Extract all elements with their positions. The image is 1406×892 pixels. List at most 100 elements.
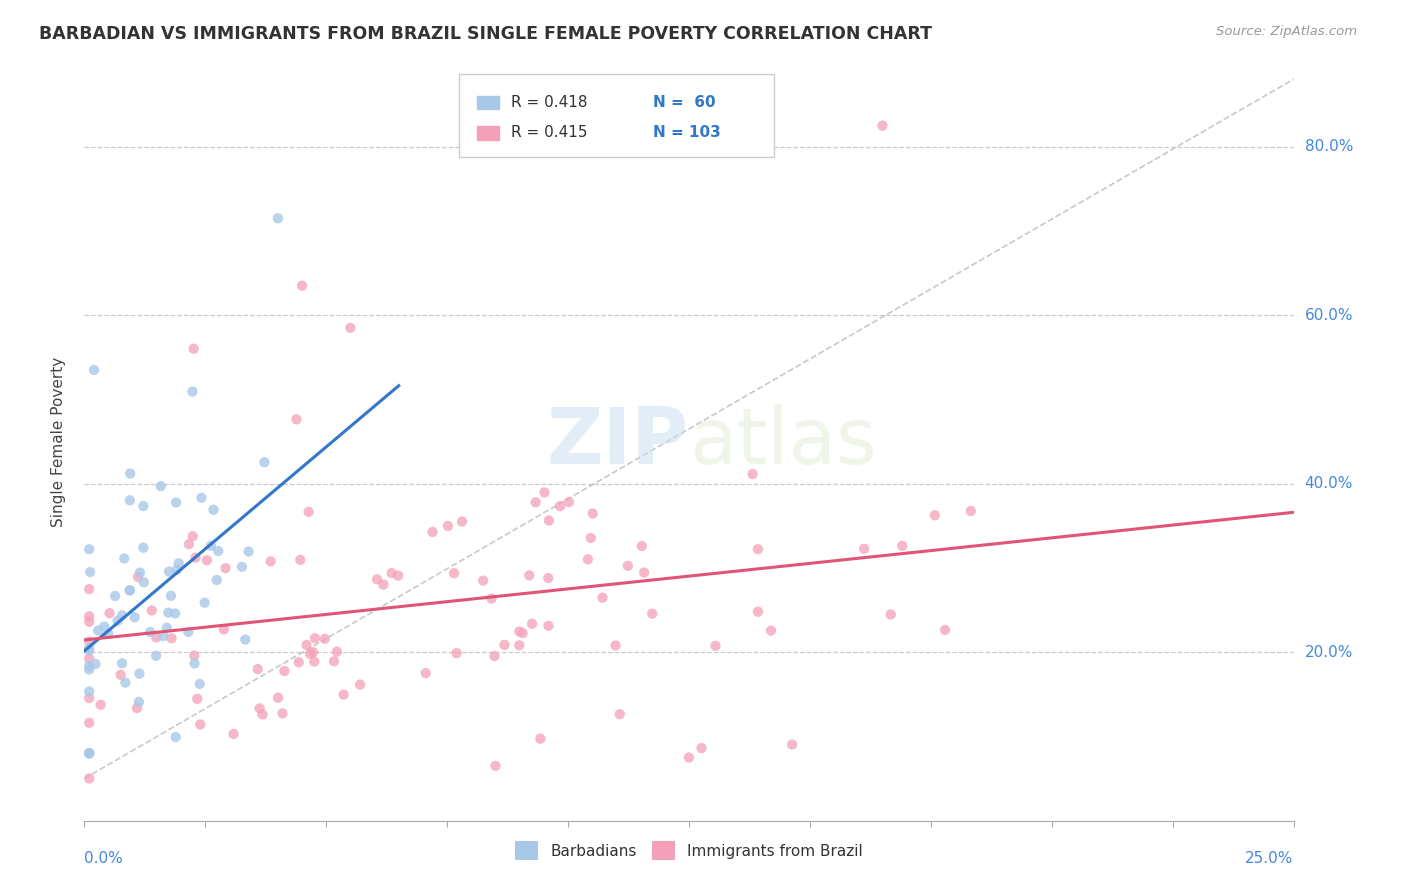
Point xyxy=(387,568,409,582)
Point xyxy=(934,623,956,637)
Point xyxy=(508,638,530,652)
Point xyxy=(443,566,465,581)
Point xyxy=(128,695,150,709)
Point xyxy=(415,666,437,681)
Point xyxy=(481,591,503,606)
Point xyxy=(118,583,141,598)
Point xyxy=(77,615,100,629)
Point xyxy=(132,575,155,590)
Point xyxy=(617,558,640,573)
Point xyxy=(128,666,150,681)
Point xyxy=(77,582,100,596)
Point xyxy=(205,573,228,587)
Point xyxy=(537,619,560,633)
Point xyxy=(537,571,560,585)
Point xyxy=(77,746,100,760)
Text: Source: ZipAtlas.com: Source: ZipAtlas.com xyxy=(1216,25,1357,38)
Point xyxy=(167,556,190,570)
Point xyxy=(891,539,914,553)
Point xyxy=(77,652,100,666)
Point xyxy=(145,631,167,645)
Point xyxy=(582,507,605,521)
Point xyxy=(524,495,547,509)
Text: 25.0%: 25.0% xyxy=(1246,851,1294,866)
Point xyxy=(84,657,107,671)
Point xyxy=(494,638,516,652)
Point xyxy=(349,677,371,691)
Point xyxy=(273,664,295,678)
Point xyxy=(200,539,222,553)
Point xyxy=(157,606,180,620)
Point xyxy=(323,654,346,668)
Point xyxy=(181,529,204,543)
Text: atlas: atlas xyxy=(689,403,876,480)
Point xyxy=(959,504,981,518)
Point xyxy=(291,278,314,293)
Point xyxy=(177,537,200,551)
Point xyxy=(295,638,318,652)
Point xyxy=(267,690,290,705)
Point xyxy=(508,624,530,639)
Text: 40.0%: 40.0% xyxy=(1305,476,1353,491)
Point xyxy=(212,623,235,637)
Point xyxy=(472,574,495,588)
Point xyxy=(104,589,127,603)
Point xyxy=(253,455,276,469)
Point xyxy=(157,565,180,579)
Point xyxy=(125,701,148,715)
Point xyxy=(222,727,245,741)
Point xyxy=(111,608,134,623)
Point xyxy=(529,731,551,746)
Point xyxy=(97,627,120,641)
FancyBboxPatch shape xyxy=(460,74,773,157)
Point xyxy=(202,502,225,516)
Text: 20.0%: 20.0% xyxy=(1305,645,1353,660)
Point xyxy=(118,493,141,508)
Point xyxy=(339,320,361,334)
Point xyxy=(166,563,188,577)
Point xyxy=(112,551,135,566)
Point xyxy=(422,524,444,539)
Point xyxy=(678,750,700,764)
Point xyxy=(231,559,253,574)
Point xyxy=(741,467,763,482)
Point xyxy=(537,513,560,527)
Point xyxy=(77,542,100,557)
Point xyxy=(98,606,121,620)
Point xyxy=(107,614,129,628)
Point xyxy=(373,577,395,591)
Point xyxy=(120,467,142,481)
Text: ZIP: ZIP xyxy=(547,403,689,480)
Point xyxy=(214,561,236,575)
Point xyxy=(77,715,100,730)
Point xyxy=(183,648,205,663)
Point xyxy=(184,550,207,565)
Text: N = 103: N = 103 xyxy=(652,126,720,140)
Point xyxy=(558,495,581,509)
Point xyxy=(605,639,627,653)
Point xyxy=(381,566,404,580)
Text: 80.0%: 80.0% xyxy=(1305,139,1353,154)
Point xyxy=(298,505,321,519)
Point xyxy=(127,570,149,584)
Point xyxy=(79,565,101,579)
Point xyxy=(87,624,110,638)
Point xyxy=(156,621,179,635)
Point xyxy=(207,544,229,558)
Text: N =  60: N = 60 xyxy=(652,95,716,110)
Point xyxy=(110,667,132,681)
Point xyxy=(111,657,134,671)
Point xyxy=(690,741,713,756)
Point xyxy=(165,607,187,621)
Point xyxy=(609,707,631,722)
Text: BARBADIAN VS IMMIGRANTS FROM BRAZIL SINGLE FEMALE POVERTY CORRELATION CHART: BARBADIAN VS IMMIGRANTS FROM BRAZIL SING… xyxy=(39,25,932,43)
Point xyxy=(484,759,506,773)
Point xyxy=(93,619,115,633)
Point xyxy=(747,542,769,557)
Point xyxy=(132,541,155,555)
Point xyxy=(77,659,100,673)
Point xyxy=(451,515,474,529)
Point xyxy=(132,499,155,513)
Point xyxy=(304,631,326,645)
Point xyxy=(366,572,388,586)
